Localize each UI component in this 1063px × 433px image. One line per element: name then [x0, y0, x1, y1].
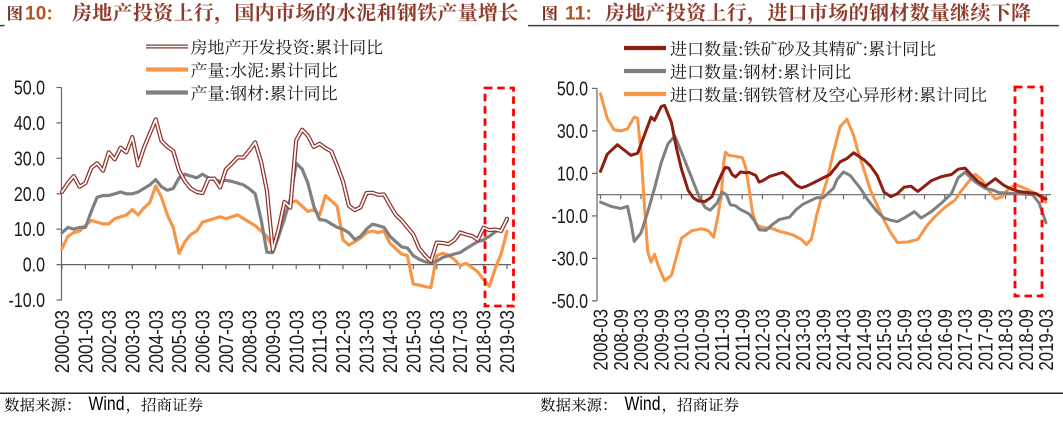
- svg-text:40.0: 40.0: [14, 113, 45, 135]
- svg-text:-30.0: -30.0: [552, 248, 589, 270]
- svg-text:2012-03: 2012-03: [333, 310, 355, 373]
- svg-text:2010-09: 2010-09: [692, 309, 714, 371]
- svg-text:2012-09: 2012-09: [773, 309, 795, 371]
- svg-text:2016-09: 2016-09: [935, 309, 957, 371]
- svg-text:30.0: 30.0: [557, 121, 588, 143]
- svg-text:10:: 10:: [25, 4, 53, 25]
- svg-text:2015-09: 2015-09: [894, 309, 916, 371]
- svg-text:10.0: 10.0: [14, 219, 45, 241]
- svg-text:2002-03: 2002-03: [99, 310, 121, 373]
- svg-text:2016-03: 2016-03: [427, 310, 449, 373]
- svg-text:-50.0: -50.0: [552, 291, 589, 313]
- svg-text:2018-03: 2018-03: [996, 309, 1018, 371]
- svg-text:11:: 11:: [565, 4, 592, 25]
- svg-text:2018-03: 2018-03: [474, 310, 496, 373]
- svg-text:2008-03: 2008-03: [591, 309, 613, 371]
- svg-text:2010-03: 2010-03: [286, 310, 308, 373]
- svg-text:2015-03: 2015-03: [874, 309, 896, 371]
- svg-text:2014-03: 2014-03: [834, 309, 856, 371]
- svg-text:Wind: Wind: [625, 394, 661, 415]
- svg-text:2019-03: 2019-03: [497, 310, 519, 373]
- svg-text:0.0: 0.0: [23, 255, 45, 277]
- svg-text:-10.0: -10.0: [9, 290, 46, 312]
- svg-text:2012-03: 2012-03: [753, 309, 775, 371]
- svg-text:2011-09: 2011-09: [732, 309, 754, 371]
- svg-text:2005-03: 2005-03: [169, 310, 191, 373]
- svg-text:2015-03: 2015-03: [403, 310, 425, 373]
- svg-text:2011-03: 2011-03: [712, 309, 734, 371]
- svg-text:2003-03: 2003-03: [122, 310, 144, 373]
- svg-text:30.0: 30.0: [14, 148, 45, 170]
- svg-text:2014-09: 2014-09: [854, 309, 876, 371]
- svg-text:2009-03: 2009-03: [631, 309, 653, 371]
- svg-text:2009-03: 2009-03: [263, 310, 285, 373]
- svg-text:50.0: 50.0: [557, 78, 588, 100]
- svg-text:2016-03: 2016-03: [915, 309, 937, 371]
- svg-text:2017-03: 2017-03: [955, 309, 977, 371]
- svg-text:2007-03: 2007-03: [216, 310, 238, 373]
- svg-text:2006-03: 2006-03: [193, 310, 215, 373]
- svg-text:Wind: Wind: [89, 394, 125, 415]
- svg-text:2008-09: 2008-09: [611, 309, 633, 371]
- svg-text:20.0: 20.0: [14, 184, 45, 206]
- svg-text:2001-03: 2001-03: [76, 310, 98, 373]
- svg-text:2004-03: 2004-03: [146, 310, 168, 373]
- svg-text:2009-09: 2009-09: [651, 309, 673, 371]
- svg-text:-10.0: -10.0: [552, 206, 589, 228]
- svg-text:2000-03: 2000-03: [52, 310, 74, 373]
- svg-text:2017-03: 2017-03: [450, 310, 472, 373]
- svg-text:10.0: 10.0: [557, 163, 588, 185]
- svg-text:2017-09: 2017-09: [975, 309, 997, 371]
- svg-text:2008-03: 2008-03: [240, 310, 262, 373]
- svg-text:2019-03: 2019-03: [1036, 309, 1058, 371]
- svg-text:2013-09: 2013-09: [813, 309, 835, 371]
- svg-text:2013-03: 2013-03: [793, 309, 815, 371]
- svg-text:2010-03: 2010-03: [672, 309, 694, 371]
- svg-text:2018-09: 2018-09: [1016, 309, 1038, 371]
- svg-text:2011-03: 2011-03: [310, 310, 332, 373]
- svg-text:2014-03: 2014-03: [380, 310, 402, 373]
- svg-text:50.0: 50.0: [14, 78, 45, 100]
- svg-text:2013-03: 2013-03: [357, 310, 379, 373]
